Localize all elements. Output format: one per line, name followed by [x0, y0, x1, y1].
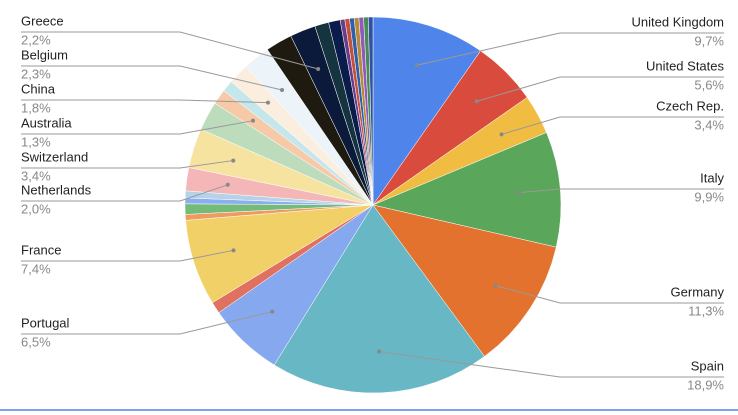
slice-value-label: 18,9%: [687, 377, 724, 392]
pie-slice: [273, 204, 485, 394]
leader-line: [476, 76, 724, 102]
slice-label: Italy: [700, 170, 724, 185]
leader-dot: [231, 158, 236, 163]
leader-dot: [251, 118, 256, 123]
leader-dot: [493, 283, 498, 288]
pie-slice: [368, 16, 374, 206]
slice-value-label: 2,0%: [21, 201, 51, 216]
leader-line: [519, 188, 724, 194]
leader-dot: [499, 132, 504, 137]
leader-dot: [517, 190, 522, 195]
slice-label: Portugal: [21, 315, 70, 330]
slice-value-label: 5,6%: [694, 77, 724, 92]
leader-line: [21, 184, 228, 202]
leader-line: [495, 285, 724, 304]
slice-label: Czech Rep.: [656, 98, 724, 113]
slice-value-label: 9,9%: [694, 189, 724, 204]
leader-dot: [280, 87, 285, 92]
leader-line: [21, 31, 319, 70]
leader-dot: [316, 66, 321, 71]
leader-dot: [376, 349, 381, 354]
leader-line: [501, 116, 724, 135]
slice-label: Spain: [691, 358, 724, 373]
slice-value-label: 9,7%: [694, 33, 724, 48]
leader-line: [21, 160, 234, 169]
leader-line: [21, 311, 273, 335]
slice-label: Belgium: [21, 47, 68, 62]
slice-label: Switzerland: [21, 149, 88, 164]
leader-dot: [225, 182, 230, 187]
leader-dot: [270, 309, 275, 314]
slice-value-label: 2,2%: [21, 32, 51, 47]
slice-label: Australia: [21, 115, 72, 130]
leader-line: [378, 351, 724, 378]
slice-value-label: 11,3%: [688, 303, 724, 318]
leader-dot: [231, 248, 236, 253]
slice-value-label: 6,5%: [21, 334, 51, 349]
slice-value-label: 2,3%: [21, 66, 51, 81]
leader-dot: [474, 99, 479, 104]
leader-dot: [414, 63, 419, 68]
slice-label: Netherlands: [21, 182, 92, 197]
leader-line: [21, 99, 269, 104]
slice-value-label: 1,3%: [21, 134, 51, 149]
slice-label: United Kingdom: [632, 14, 725, 29]
slice-value-label: 3,4%: [694, 117, 724, 132]
leader-line: [21, 65, 283, 91]
slice-label: Greece: [21, 13, 64, 28]
leader-line: [416, 32, 724, 66]
slice-value-label: 7,4%: [21, 261, 51, 276]
slice-label: China: [21, 81, 56, 96]
pie-slice: [372, 16, 481, 206]
slice-label: United States: [646, 58, 725, 73]
pie-slice: [372, 204, 557, 357]
slice-value-label: 3,4%: [21, 168, 51, 183]
slice-label: Germany: [671, 284, 725, 299]
leader-dot: [266, 100, 271, 105]
leader-line: [21, 120, 254, 135]
slice-label: France: [21, 242, 61, 257]
slice-value-label: 1,8%: [21, 100, 51, 115]
leader-line: [21, 249, 234, 262]
